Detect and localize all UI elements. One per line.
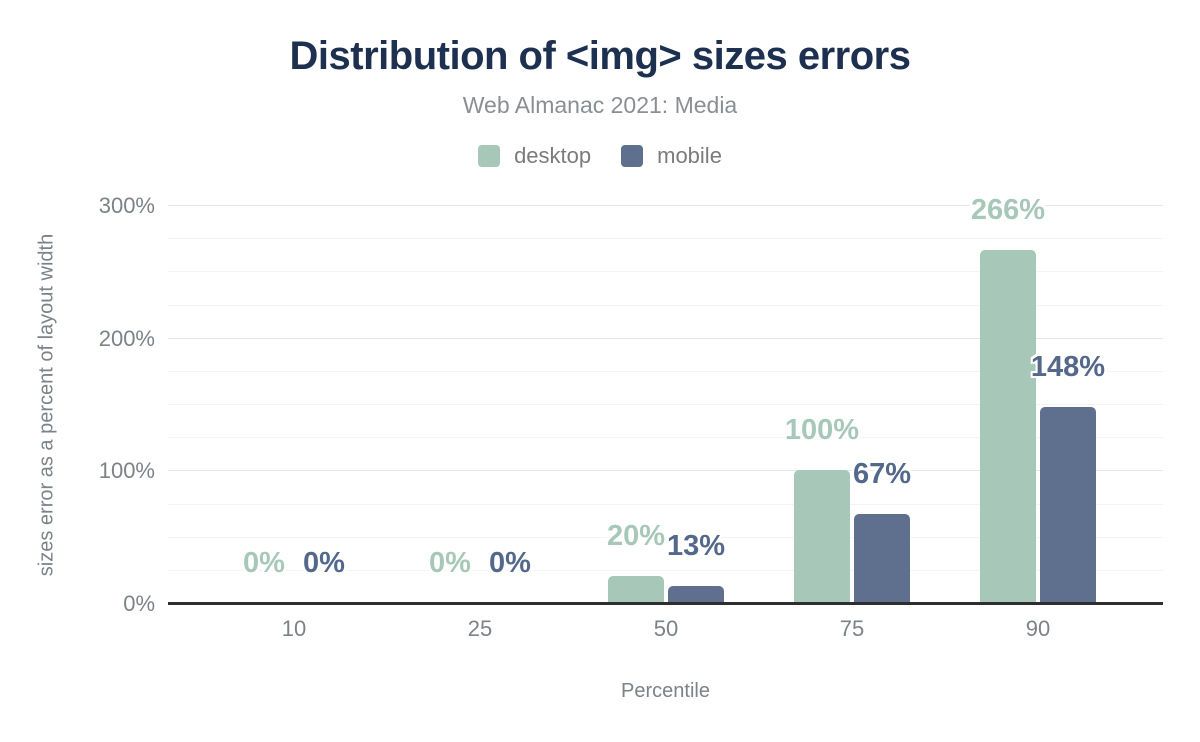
bar-value-desktop-p75: 100% [784, 414, 860, 447]
bar-mobile-p50[interactable] [668, 585, 724, 603]
y-tick-100%: 100% [98, 458, 155, 484]
legend-label-mobile: mobile [657, 143, 722, 168]
x-axis-line [168, 602, 1163, 605]
y-tick-300%: 300% [98, 193, 155, 218]
gridline-25 [168, 569, 1163, 571]
mobile-swatch [621, 145, 644, 167]
bar-value-desktop-p25: 0% [429, 547, 471, 579]
gridline-50 [168, 536, 1163, 538]
x-tick-90: 90 [1025, 616, 1051, 641]
bar-value-desktop-p50: 20% [606, 520, 666, 553]
legend-item-mobile[interactable]: mobile [621, 143, 722, 169]
gridline-200 [168, 337, 1163, 339]
x-tick-10: 10 [281, 616, 307, 641]
bar-desktop-p50[interactable] [608, 576, 664, 603]
gridline-75 [168, 503, 1163, 505]
plot-area: 0% 0% 0% 0% 20% 13% 100% 67% 266% 148% 10 25 50 75 90 [168, 196, 1163, 641]
gridline-175 [168, 370, 1163, 372]
desktop-swatch [478, 145, 501, 167]
y-tick-0%: 0% [123, 591, 155, 616]
y-tick-labels: 0% 100% 200% 300% [0, 193, 155, 616]
legend: desktop mobile [0, 143, 1200, 169]
x-tick-25: 25 [467, 616, 493, 641]
gridline-225 [168, 304, 1163, 306]
bar-desktop-p90[interactable] [980, 250, 1036, 603]
bar-value-mobile-p75: 67% [852, 458, 912, 491]
chart-subtitle: Web Almanac 2021: Media [462, 92, 738, 118]
bar-value-desktop-p10: 0% [243, 547, 285, 579]
gridline-125 [168, 437, 1163, 439]
x-axis-title: Percentile [621, 680, 710, 702]
bar-value-mobile-p25: 0% [489, 547, 531, 579]
legend-item-desktop[interactable]: desktop [478, 143, 591, 169]
bar-value-mobile-p50: 13% [666, 529, 726, 562]
y-tick-200%: 200% [98, 325, 155, 351]
bar-desktop-p75[interactable] [794, 470, 850, 603]
gridline-300 [168, 205, 1163, 206]
chart-title: Distribution of <img> sizes errors [289, 34, 911, 78]
gridline-275 [168, 238, 1163, 240]
bar-value-desktop-p90: 266% [970, 194, 1046, 227]
legend-label-desktop: desktop [514, 143, 592, 168]
gridline-100 [168, 470, 1163, 472]
bar-value-mobile-p10: 0% [303, 547, 345, 579]
x-tick-75: 75 [839, 616, 865, 641]
bar-mobile-p90[interactable] [1040, 406, 1096, 603]
bar-value-mobile-p90: 148% [1030, 350, 1106, 383]
x-tick-50: 50 [653, 616, 679, 641]
gridline-150 [168, 404, 1163, 405]
bar-mobile-p75[interactable] [854, 514, 910, 603]
gridline-250 [168, 271, 1163, 273]
